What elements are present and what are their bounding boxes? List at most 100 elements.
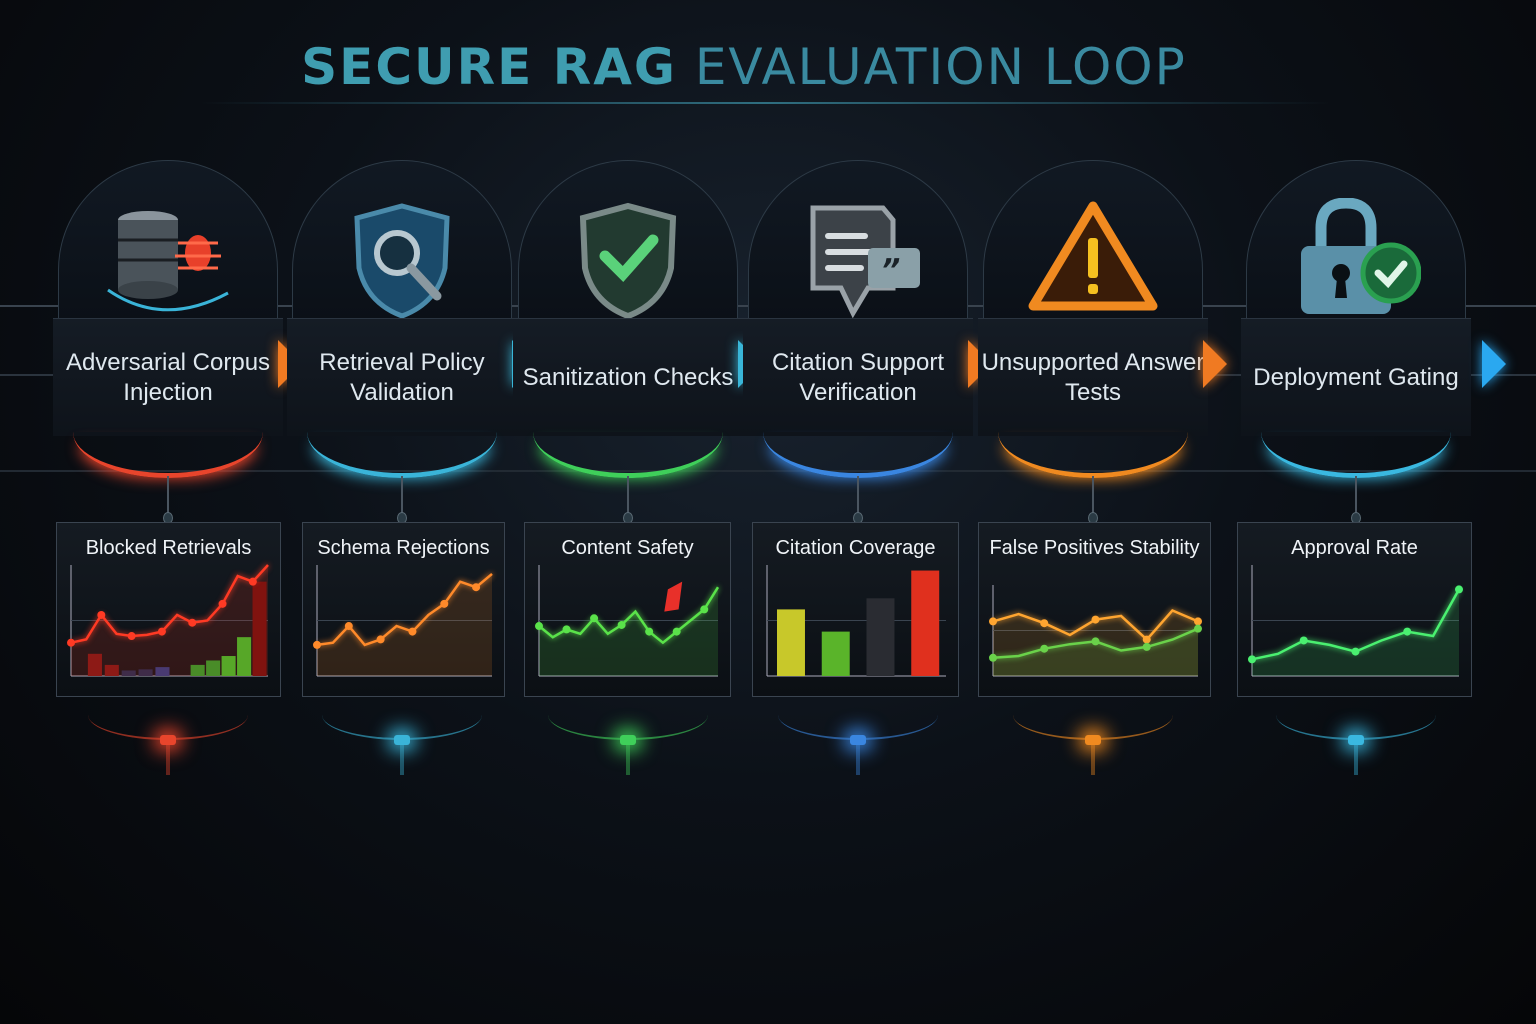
data-point	[313, 640, 321, 649]
data-point	[1142, 642, 1151, 651]
chart-panel-1: Blocked Retrievals	[56, 522, 281, 697]
bar	[121, 670, 136, 676]
chart-panel-4: Citation Coverage	[752, 522, 959, 697]
stage-4[interactable]: ” Citation Support Verification	[743, 160, 973, 490]
data-point	[408, 627, 417, 636]
stage-accent-arc	[73, 432, 263, 478]
stage-5[interactable]: Unsupported Answer Tests	[978, 160, 1208, 490]
stage-3[interactable]: Sanitization Checks	[513, 160, 743, 490]
svg-text:”: ”	[881, 253, 900, 288]
bar	[777, 609, 805, 676]
chart-title: Schema Rejections	[317, 537, 490, 559]
page-title: SECURE RAG EVALUATION LOOP	[0, 38, 1488, 96]
mini-chart	[766, 565, 946, 677]
series-area	[539, 587, 718, 676]
data-point	[1248, 655, 1256, 664]
warning-triangle-icon	[1028, 198, 1158, 318]
title-bold: SECURE RAG	[301, 38, 677, 96]
bar	[138, 669, 153, 676]
data-point	[97, 610, 106, 619]
bar	[190, 664, 205, 676]
series-area	[1252, 589, 1459, 676]
data-point	[1455, 585, 1463, 594]
glow-reflection	[1091, 745, 1095, 775]
data-point	[1351, 647, 1360, 656]
connector-line	[167, 476, 169, 518]
data-point	[1142, 635, 1151, 644]
chart-title: Approval Rate	[1291, 537, 1418, 559]
stage-label: Citation Support Verification	[771, 348, 945, 406]
bar	[221, 656, 236, 676]
stage-glow	[1013, 715, 1173, 775]
data-point	[440, 599, 449, 608]
glow-light	[394, 735, 410, 745]
stage-label: Sanitization Checks	[522, 363, 734, 391]
connector-line	[857, 476, 859, 518]
data-point	[67, 638, 75, 647]
chart-title: Content Safety	[561, 537, 694, 559]
stage-accent-arc	[1261, 432, 1451, 478]
bar	[911, 570, 940, 676]
data-point	[562, 625, 571, 634]
chevron-right-icon	[1203, 340, 1227, 388]
data-point	[989, 617, 997, 626]
glow-reflection	[400, 745, 404, 775]
stage-label: Adversarial Corpus Injection	[65, 348, 271, 406]
data-point	[1299, 636, 1308, 645]
mini-chart	[1248, 565, 1463, 677]
stage-glow	[548, 715, 708, 775]
series-area	[317, 573, 492, 676]
data-point	[248, 577, 257, 586]
glow-reflection	[856, 745, 860, 775]
stage-label: Unsupported Answer Tests	[981, 348, 1205, 406]
stage-6[interactable]: Deployment Gating	[1241, 160, 1471, 490]
data-point	[472, 583, 481, 592]
chart-title: Citation Coverage	[775, 537, 936, 559]
bar	[866, 598, 895, 676]
data-point	[1040, 644, 1049, 653]
data-point	[989, 653, 997, 662]
chevron-right-icon	[1482, 340, 1506, 388]
stage-accent-arc	[998, 432, 1188, 478]
stage-label-band: Adversarial Corpus Injection	[53, 318, 283, 436]
chart-title: Blocked Retrievals	[85, 537, 252, 559]
glow-light	[1348, 735, 1364, 745]
chart-panel-5: False Positives Stability	[978, 522, 1211, 697]
data-point	[700, 605, 709, 614]
stage-label-band: Sanitization Checks	[513, 318, 743, 436]
stage-accent-arc	[763, 432, 953, 478]
stage-1[interactable]: Adversarial Corpus Injection	[53, 160, 283, 490]
bar	[237, 637, 252, 676]
glow-light	[850, 735, 866, 745]
stage-2[interactable]: Retrieval Policy Validation	[287, 160, 517, 490]
data-point	[1091, 615, 1100, 624]
bar	[252, 581, 267, 676]
data-point	[617, 620, 626, 629]
series-area	[993, 628, 1198, 676]
database-bug-icon	[103, 198, 233, 318]
glow-light	[620, 735, 636, 745]
glow-light	[160, 735, 176, 745]
stage-label: Retrieval Policy Validation	[319, 348, 485, 406]
data-point	[1040, 619, 1049, 628]
data-point	[535, 622, 543, 631]
padlock-check-icon	[1291, 197, 1422, 318]
data-point	[590, 614, 599, 623]
mini-chart	[67, 564, 269, 677]
data-point	[344, 622, 353, 631]
chart-panel-6: Approval Rate	[1237, 522, 1472, 697]
shield-search-icon	[337, 198, 467, 319]
stage-label-band: Retrieval Policy Validation	[287, 318, 517, 436]
glow-light	[1085, 735, 1101, 745]
stage-glow	[778, 715, 938, 775]
stage-accent-arc	[533, 432, 723, 478]
data-point	[127, 632, 136, 641]
bar	[104, 664, 119, 676]
document-quote-icon: ”	[793, 198, 923, 319]
data-point	[1194, 624, 1202, 633]
data-point	[1091, 637, 1100, 646]
bar	[206, 660, 221, 676]
data-point	[376, 635, 385, 644]
data-point	[672, 627, 681, 636]
data-point	[1194, 617, 1202, 626]
